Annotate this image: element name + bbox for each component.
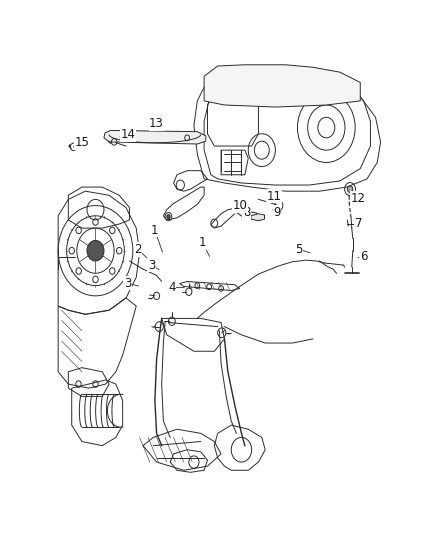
Polygon shape <box>104 131 206 144</box>
Text: 1: 1 <box>151 224 159 237</box>
Text: 11: 11 <box>266 190 281 203</box>
Text: 3: 3 <box>124 277 131 289</box>
Text: 6: 6 <box>360 251 367 263</box>
Text: 12: 12 <box>351 192 366 205</box>
Text: 3: 3 <box>148 259 155 271</box>
Polygon shape <box>251 214 265 221</box>
Text: 14: 14 <box>120 128 135 141</box>
Text: 8: 8 <box>243 206 250 219</box>
Text: 5: 5 <box>296 243 303 256</box>
Polygon shape <box>204 65 360 107</box>
Text: 15: 15 <box>74 136 89 149</box>
Text: 4: 4 <box>168 281 176 294</box>
Circle shape <box>347 186 353 192</box>
Text: 9: 9 <box>273 206 281 219</box>
Polygon shape <box>237 209 257 219</box>
Text: 7: 7 <box>355 217 362 230</box>
Circle shape <box>167 215 170 219</box>
Circle shape <box>87 240 104 261</box>
Text: 10: 10 <box>232 199 247 212</box>
Text: 1: 1 <box>199 236 206 249</box>
Text: 2: 2 <box>134 243 141 256</box>
Text: 13: 13 <box>149 117 164 130</box>
